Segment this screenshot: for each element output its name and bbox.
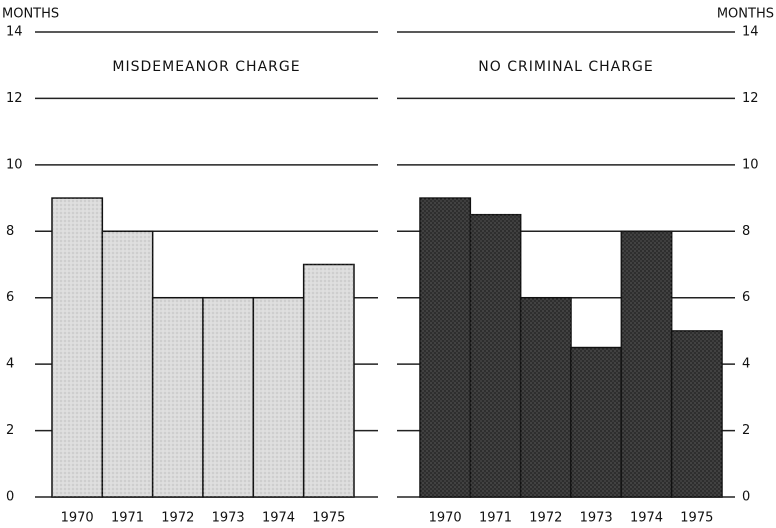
y-tick-label: 0 xyxy=(742,490,750,505)
y-tick-label: 4 xyxy=(742,357,750,372)
y-tick-label: 6 xyxy=(6,290,14,305)
y-tick-label: 0 xyxy=(6,490,14,505)
x-tick-label: 1973 xyxy=(580,511,613,526)
bar-texture xyxy=(520,297,571,497)
bar-texture xyxy=(671,330,722,497)
y-tick-label: 12 xyxy=(742,91,759,106)
x-tick-label: 1975 xyxy=(312,511,345,526)
y-tick-label: 14 xyxy=(742,25,759,40)
x-tick-label: 1972 xyxy=(529,511,562,526)
y-tick-label: 6 xyxy=(742,290,750,305)
bar-texture xyxy=(253,297,304,497)
bar-texture xyxy=(203,297,254,497)
bar-texture xyxy=(152,297,203,497)
x-tick-label: 1970 xyxy=(429,511,462,526)
y-tick-label: 8 xyxy=(742,224,750,239)
x-tick-label: 1972 xyxy=(161,511,194,526)
x-tick-label: 1975 xyxy=(680,511,713,526)
x-tick-label: 1973 xyxy=(212,511,245,526)
y-tick-label: 14 xyxy=(6,25,23,40)
x-tick-label: 1971 xyxy=(111,511,144,526)
x-tick-label: 1971 xyxy=(479,511,512,526)
y-tick-label: 8 xyxy=(6,224,14,239)
x-tick-label: 1974 xyxy=(262,511,295,526)
bar-texture xyxy=(621,231,672,498)
y-tick-label: 10 xyxy=(742,157,759,172)
bar-texture xyxy=(420,198,471,498)
panel-title: NO CRIMINAL CHARGE xyxy=(478,59,653,75)
bar-texture xyxy=(571,347,622,497)
y-tick-label: 2 xyxy=(6,423,14,438)
y-tick-label: 4 xyxy=(6,357,14,372)
bar-texture xyxy=(102,231,153,498)
bar-texture xyxy=(52,198,103,498)
y-axis-label: MONTHS xyxy=(717,7,774,22)
bar-texture xyxy=(470,214,521,497)
x-tick-label: 1970 xyxy=(61,511,94,526)
y-tick-label: 2 xyxy=(742,423,750,438)
bar-texture xyxy=(303,264,354,497)
y-tick-label: 12 xyxy=(6,91,23,106)
x-tick-label: 1974 xyxy=(630,511,663,526)
y-tick-label: 10 xyxy=(6,157,23,172)
panel-title: MISDEMEANOR CHARGE xyxy=(112,59,300,75)
y-axis-label: MONTHS xyxy=(2,7,59,22)
